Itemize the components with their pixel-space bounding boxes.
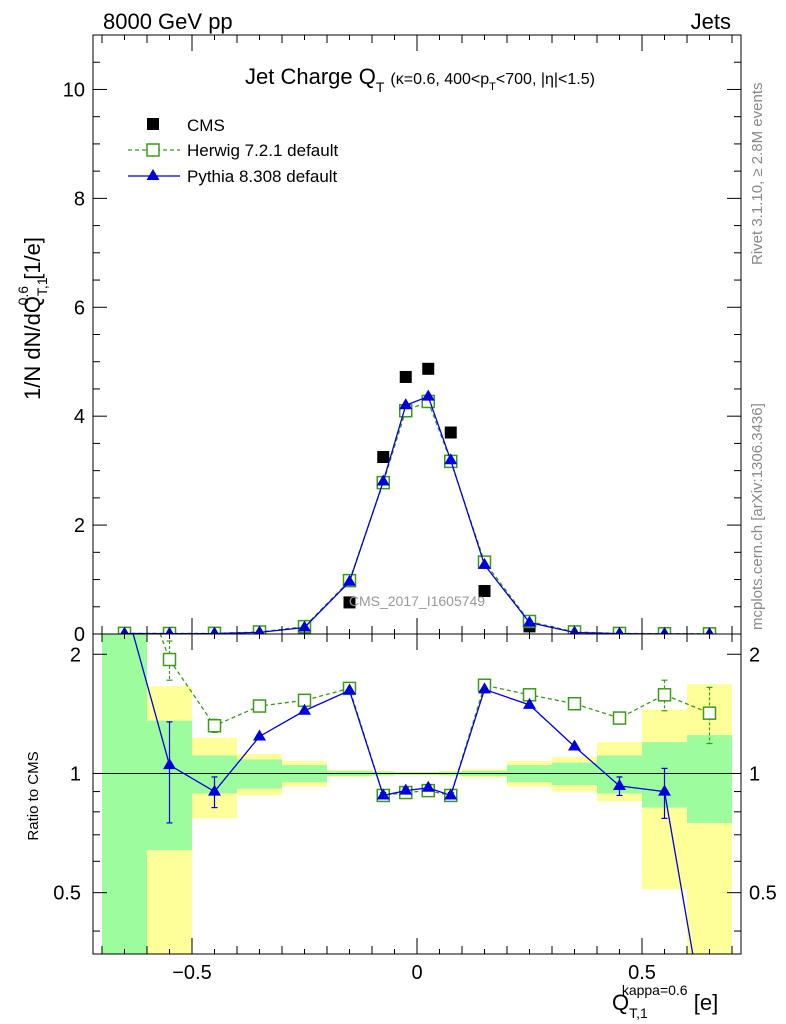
ylabel-sup: 0.6 bbox=[15, 286, 31, 306]
xlabel-sub: T,1 bbox=[629, 1005, 648, 1021]
main-ytick-label: 6 bbox=[74, 297, 85, 319]
stat-uncertainty-band bbox=[687, 735, 732, 823]
main-ytick-label: 10 bbox=[63, 79, 85, 101]
main-ytick-label: 0 bbox=[74, 624, 85, 646]
title-cond-c: <700, |η|<1.5) bbox=[496, 71, 595, 88]
pythia-ratio-point bbox=[421, 780, 435, 792]
mcplots-label: mcplots.cern.ch [arXiv:1306.3436] bbox=[749, 403, 766, 630]
pythia-ratio-point bbox=[208, 784, 221, 796]
pythia-ratio-point bbox=[523, 697, 536, 709]
cms-point bbox=[377, 451, 390, 464]
ratio-ytick-label-right: 1 bbox=[749, 763, 760, 785]
cms-point bbox=[399, 370, 412, 383]
main-ticks: 0 2 4 6 8 10 bbox=[63, 34, 741, 646]
category-label: Jets bbox=[691, 9, 731, 34]
title-cond-a: (κ=0.6, 400<p bbox=[390, 71, 489, 88]
ratio-series bbox=[118, 529, 717, 954]
ratio-ytick-label-right: 0.5 bbox=[749, 883, 777, 905]
legend-label-pythia: Pythia 8.308 default bbox=[187, 167, 338, 186]
title-cond-b: T bbox=[489, 81, 496, 93]
ratio-panel: 0.5 0.5 1 1 2 2 −0.5 0 0.5 Ratio to CMS QT,1 kapp… bbox=[25, 529, 777, 1021]
pythia-ratio-point bbox=[478, 682, 491, 694]
stat-uncertainty-band bbox=[102, 634, 147, 954]
pythia-ratio-point bbox=[118, 596, 131, 607]
pythia-ratio-point bbox=[568, 739, 581, 751]
pythia-point bbox=[523, 615, 536, 627]
ratio-ytick-label: 0.5 bbox=[53, 883, 81, 905]
xlabel-main: Q bbox=[612, 990, 629, 1015]
cms-point bbox=[478, 584, 491, 597]
pythia-point bbox=[444, 453, 458, 465]
pythia-point bbox=[376, 474, 390, 486]
ratio-xtick-label: 0 bbox=[411, 962, 422, 984]
ylabel-unit: [1/e] bbox=[20, 237, 45, 286]
title-sub: T bbox=[376, 79, 385, 95]
ratio-ylabel: Ratio to CMS bbox=[25, 751, 42, 840]
rivet-label: Rivet 3.1.10, ≥ 2.8M events bbox=[749, 83, 766, 266]
herwig-ratio-point bbox=[657, 688, 672, 702]
legend: CMS Herwig 7.2.1 default Pythia 8.308 de… bbox=[128, 116, 338, 186]
ylabel-main: 1/N dN/dQ bbox=[20, 296, 45, 400]
cms-point bbox=[343, 596, 356, 609]
main-ytick-label: 4 bbox=[74, 406, 85, 428]
pythia-point bbox=[399, 398, 413, 410]
ratio-xlabel: QT,1 kappa=0.6 [e] bbox=[612, 982, 718, 1021]
ratio-ytick-label: 2 bbox=[70, 644, 81, 666]
pythia-ratio-point bbox=[298, 703, 311, 715]
pythia-ratio-line bbox=[132, 634, 694, 954]
ylabel-sub: T,1 bbox=[34, 277, 50, 296]
pythia-point bbox=[343, 574, 356, 586]
cms-point bbox=[422, 362, 435, 375]
herwig-ratio-point bbox=[207, 718, 222, 733]
xlabel-sup: kappa=0.6 bbox=[622, 982, 688, 998]
ratio-ticks: 0.5 0.5 1 1 2 2 −0.5 0 0.5 bbox=[53, 634, 777, 984]
ratio-xtick-label: −0.5 bbox=[172, 962, 211, 984]
herwig-ratio-point bbox=[612, 711, 627, 725]
herwig-ratio-line bbox=[159, 634, 710, 797]
pythia-point bbox=[478, 557, 491, 569]
legend-marker-pythia bbox=[146, 169, 160, 180]
legend-label-herwig: Herwig 7.2.1 default bbox=[187, 141, 338, 160]
herwig-ratio-point bbox=[162, 652, 177, 667]
analysis-id: CMS_2017_I1605749 bbox=[349, 593, 485, 609]
pythia-ratio-point bbox=[658, 784, 671, 796]
pythia-ratio-point bbox=[343, 683, 356, 695]
main-ylabel: 1/N dN/dQT,10.6 [1/e] bbox=[15, 237, 50, 400]
pythia-ratio-point bbox=[399, 783, 413, 795]
main-ytick-label: 8 bbox=[74, 188, 85, 210]
herwig-ratio-point bbox=[702, 706, 717, 720]
title-main: Jet Charge Q bbox=[245, 64, 376, 89]
pythia-ratio-point bbox=[613, 778, 626, 790]
pythia-ratio-point bbox=[253, 729, 266, 741]
main-title: Jet Charge QT (κ=0.6, 400<pT<700, |η|<1.5… bbox=[245, 64, 595, 95]
ratio-xtick-label: 0.5 bbox=[628, 962, 656, 984]
ratio-ytick-label-right: 2 bbox=[749, 644, 760, 666]
main-ytick-label: 2 bbox=[74, 515, 85, 537]
pythia-point bbox=[421, 389, 435, 401]
cms-point bbox=[444, 426, 457, 439]
stat-uncertainty-band bbox=[237, 759, 282, 789]
ratio-ytick-label: 1 bbox=[70, 763, 81, 785]
pythia-ratio-point bbox=[376, 788, 390, 800]
herwig-ratio-point bbox=[119, 529, 131, 541]
pythia-ratio-point bbox=[444, 788, 458, 800]
energy-label: 8000 GeV pp bbox=[103, 9, 233, 34]
herwig-ratio-point bbox=[567, 696, 582, 711]
legend-marker-herwig bbox=[146, 143, 160, 157]
pythia-ratio-point bbox=[163, 758, 176, 770]
xlabel-unit: [e] bbox=[688, 990, 719, 1015]
legend-marker-cms bbox=[147, 118, 159, 130]
legend-label-cms: CMS bbox=[187, 116, 225, 135]
herwig-ratio-point bbox=[252, 699, 267, 713]
pythia-point bbox=[298, 620, 311, 632]
